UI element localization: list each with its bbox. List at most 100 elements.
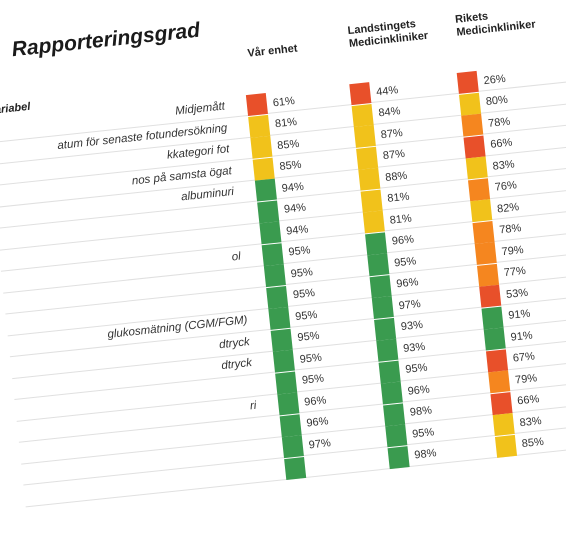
value-percent: 83%	[492, 157, 516, 173]
status-swatch	[387, 445, 410, 469]
row-label-text: kkategori fot	[166, 143, 231, 162]
status-swatch	[494, 434, 517, 458]
column-header-national: Rikets Medicinkliniker	[454, 10, 537, 39]
status-swatch	[472, 220, 495, 244]
status-swatch	[281, 435, 304, 459]
status-swatch	[474, 241, 497, 265]
status-swatch	[483, 327, 506, 351]
status-swatch	[250, 135, 273, 159]
status-swatch	[254, 178, 277, 202]
value-percent: 95%	[404, 361, 429, 376]
status-swatch	[467, 177, 491, 201]
value-percent: 44%	[375, 83, 399, 98]
status-swatch	[360, 189, 383, 213]
status-swatch	[358, 167, 381, 191]
status-swatch	[470, 199, 493, 223]
value-percent: 98%	[413, 447, 437, 462]
status-swatch	[248, 114, 271, 138]
status-swatch	[356, 146, 379, 170]
status-swatch	[365, 231, 388, 255]
value-percent: 97%	[308, 436, 332, 451]
status-swatch	[380, 381, 403, 405]
value-percent: 78%	[487, 115, 511, 130]
value-percent: 93%	[402, 340, 426, 355]
status-swatch	[268, 306, 291, 330]
status-swatch	[263, 264, 286, 288]
value-percent: 80%	[485, 93, 509, 109]
status-swatch	[284, 456, 307, 480]
status-swatch	[488, 370, 511, 394]
value-percent: 96%	[391, 233, 415, 248]
status-swatch	[266, 285, 289, 309]
value-percent: 82%	[496, 200, 520, 215]
value-percent: 66%	[516, 393, 540, 408]
value-percent: 94%	[283, 201, 307, 216]
status-swatch	[481, 306, 504, 330]
status-swatch	[374, 317, 397, 341]
value-cell: 98%	[387, 443, 438, 469]
value-percent: 98%	[409, 404, 433, 419]
value-percent: 95%	[411, 425, 435, 441]
row-label-text: dtryck	[218, 335, 251, 351]
value-percent: 95%	[393, 254, 417, 270]
row-label-text: ol	[231, 250, 242, 263]
status-swatch	[259, 221, 282, 245]
value-percent: 81%	[274, 115, 298, 131]
value-percent: 95%	[290, 265, 314, 280]
status-swatch	[279, 413, 302, 437]
value-percent: 81%	[386, 190, 411, 205]
value-percent: 95%	[287, 244, 312, 259]
row-label-text: dtryck	[220, 356, 253, 373]
status-swatch	[272, 349, 295, 373]
status-swatch	[257, 199, 280, 223]
status-swatch	[367, 253, 390, 277]
value-percent: 66%	[489, 136, 513, 151]
status-swatch	[492, 412, 515, 436]
value-cell	[284, 456, 312, 480]
value-percent: 96%	[407, 383, 431, 398]
status-swatch	[383, 402, 406, 426]
value-percent: 88%	[384, 169, 408, 184]
value-percent: 79%	[514, 371, 538, 387]
status-swatch	[376, 338, 399, 362]
value-percent: 77%	[503, 264, 527, 280]
status-swatch	[275, 371, 298, 394]
status-swatch	[270, 328, 293, 352]
status-swatch	[351, 103, 374, 127]
value-percent: 96%	[395, 276, 420, 291]
value-percent: 78%	[498, 222, 522, 237]
value-percent: 94%	[281, 180, 305, 195]
value-percent: 95%	[292, 287, 316, 302]
status-swatch	[371, 295, 394, 319]
status-swatch	[479, 284, 502, 308]
value-percent: 95%	[296, 329, 321, 345]
value-percent: 91%	[510, 329, 534, 344]
value-percent: 94%	[285, 222, 309, 238]
value-percent: 87%	[380, 126, 404, 141]
value-percent: 67%	[512, 350, 536, 365]
status-swatch	[463, 135, 486, 158]
value-percent: 76%	[494, 179, 518, 194]
status-swatch	[369, 274, 392, 298]
status-swatch	[385, 424, 408, 448]
page-title: Rapporteringsgrad	[10, 18, 202, 62]
value-percent: 95%	[294, 308, 318, 323]
value-percent: 26%	[483, 72, 507, 87]
column-header-own-unit: Vår enhet	[246, 42, 299, 60]
status-swatch	[485, 348, 509, 372]
status-swatch	[245, 93, 268, 117]
status-swatch	[465, 156, 488, 180]
value-percent: 84%	[377, 105, 402, 120]
row-label-text: albuminuri	[180, 185, 235, 204]
status-swatch	[476, 263, 500, 287]
value-percent: 61%	[272, 94, 296, 109]
variable-column-header: Variabel	[0, 100, 31, 118]
value-percent: 83%	[518, 414, 543, 429]
status-swatch	[461, 113, 484, 137]
status-swatch	[261, 242, 284, 266]
value-percent: 96%	[303, 393, 327, 409]
value-percent: 95%	[301, 372, 325, 387]
value-cell: 85%	[494, 431, 545, 458]
value-percent: 97%	[398, 297, 422, 312]
